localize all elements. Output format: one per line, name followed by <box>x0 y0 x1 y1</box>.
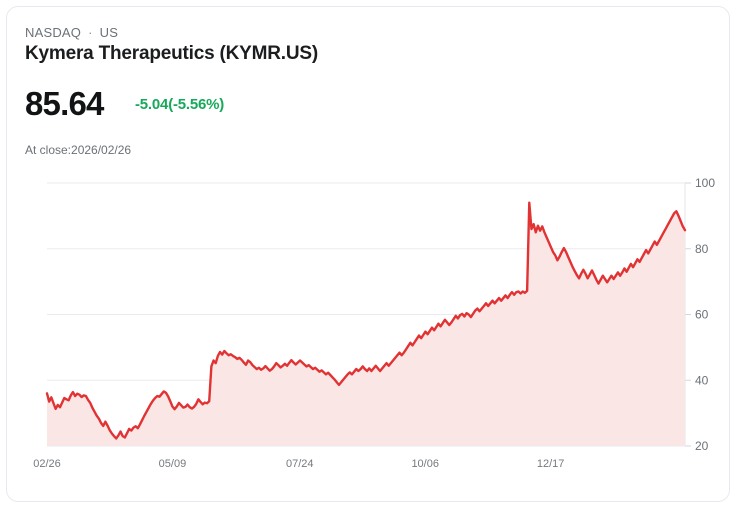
market-status: At close:2026/02/26 <box>25 143 132 157</box>
y-axis-label: 80 <box>695 242 709 256</box>
exchange-label: NASDAQ <box>25 25 82 40</box>
price-chart[interactable]: 20 40 60 80 100 02/26 05/09 07/24 10/06 12/17 <box>7 167 729 497</box>
price-change: -5.04(-5.56%) <box>135 96 225 113</box>
y-axis-label: 20 <box>695 439 709 453</box>
page-title: Kymera Therapeutics (KYMR.US) <box>25 43 318 64</box>
separator-dot: · <box>88 25 93 40</box>
x-axis-label: 12/17 <box>537 458 565 470</box>
chart-x-axis-labels: 02/26 05/09 07/24 10/06 12/17 <box>33 458 564 470</box>
chart-y-axis-labels: 20 40 60 80 100 <box>695 176 715 453</box>
current-price: 85.64 <box>25 85 104 122</box>
chart-line <box>45 201 687 440</box>
chart-area-fill <box>47 202 685 446</box>
chart-svg: 20 40 60 80 100 02/26 05/09 07/24 10/06 12/17 <box>33 176 715 470</box>
exchange-region-row: NASDAQ · US <box>25 25 118 40</box>
x-axis-label: 05/09 <box>159 458 187 470</box>
y-axis-label: 100 <box>695 176 715 190</box>
stock-quote-card: NASDAQ · US Kymera Therapeutics (KYMR.US) … <box>6 6 730 502</box>
x-axis-label: 07/24 <box>286 458 314 470</box>
x-axis-label: 02/26 <box>33 458 61 470</box>
x-axis-label: 10/06 <box>411 458 439 470</box>
y-axis-label: 40 <box>695 373 709 387</box>
y-axis-label: 60 <box>695 308 709 322</box>
region-label: US <box>99 25 119 40</box>
